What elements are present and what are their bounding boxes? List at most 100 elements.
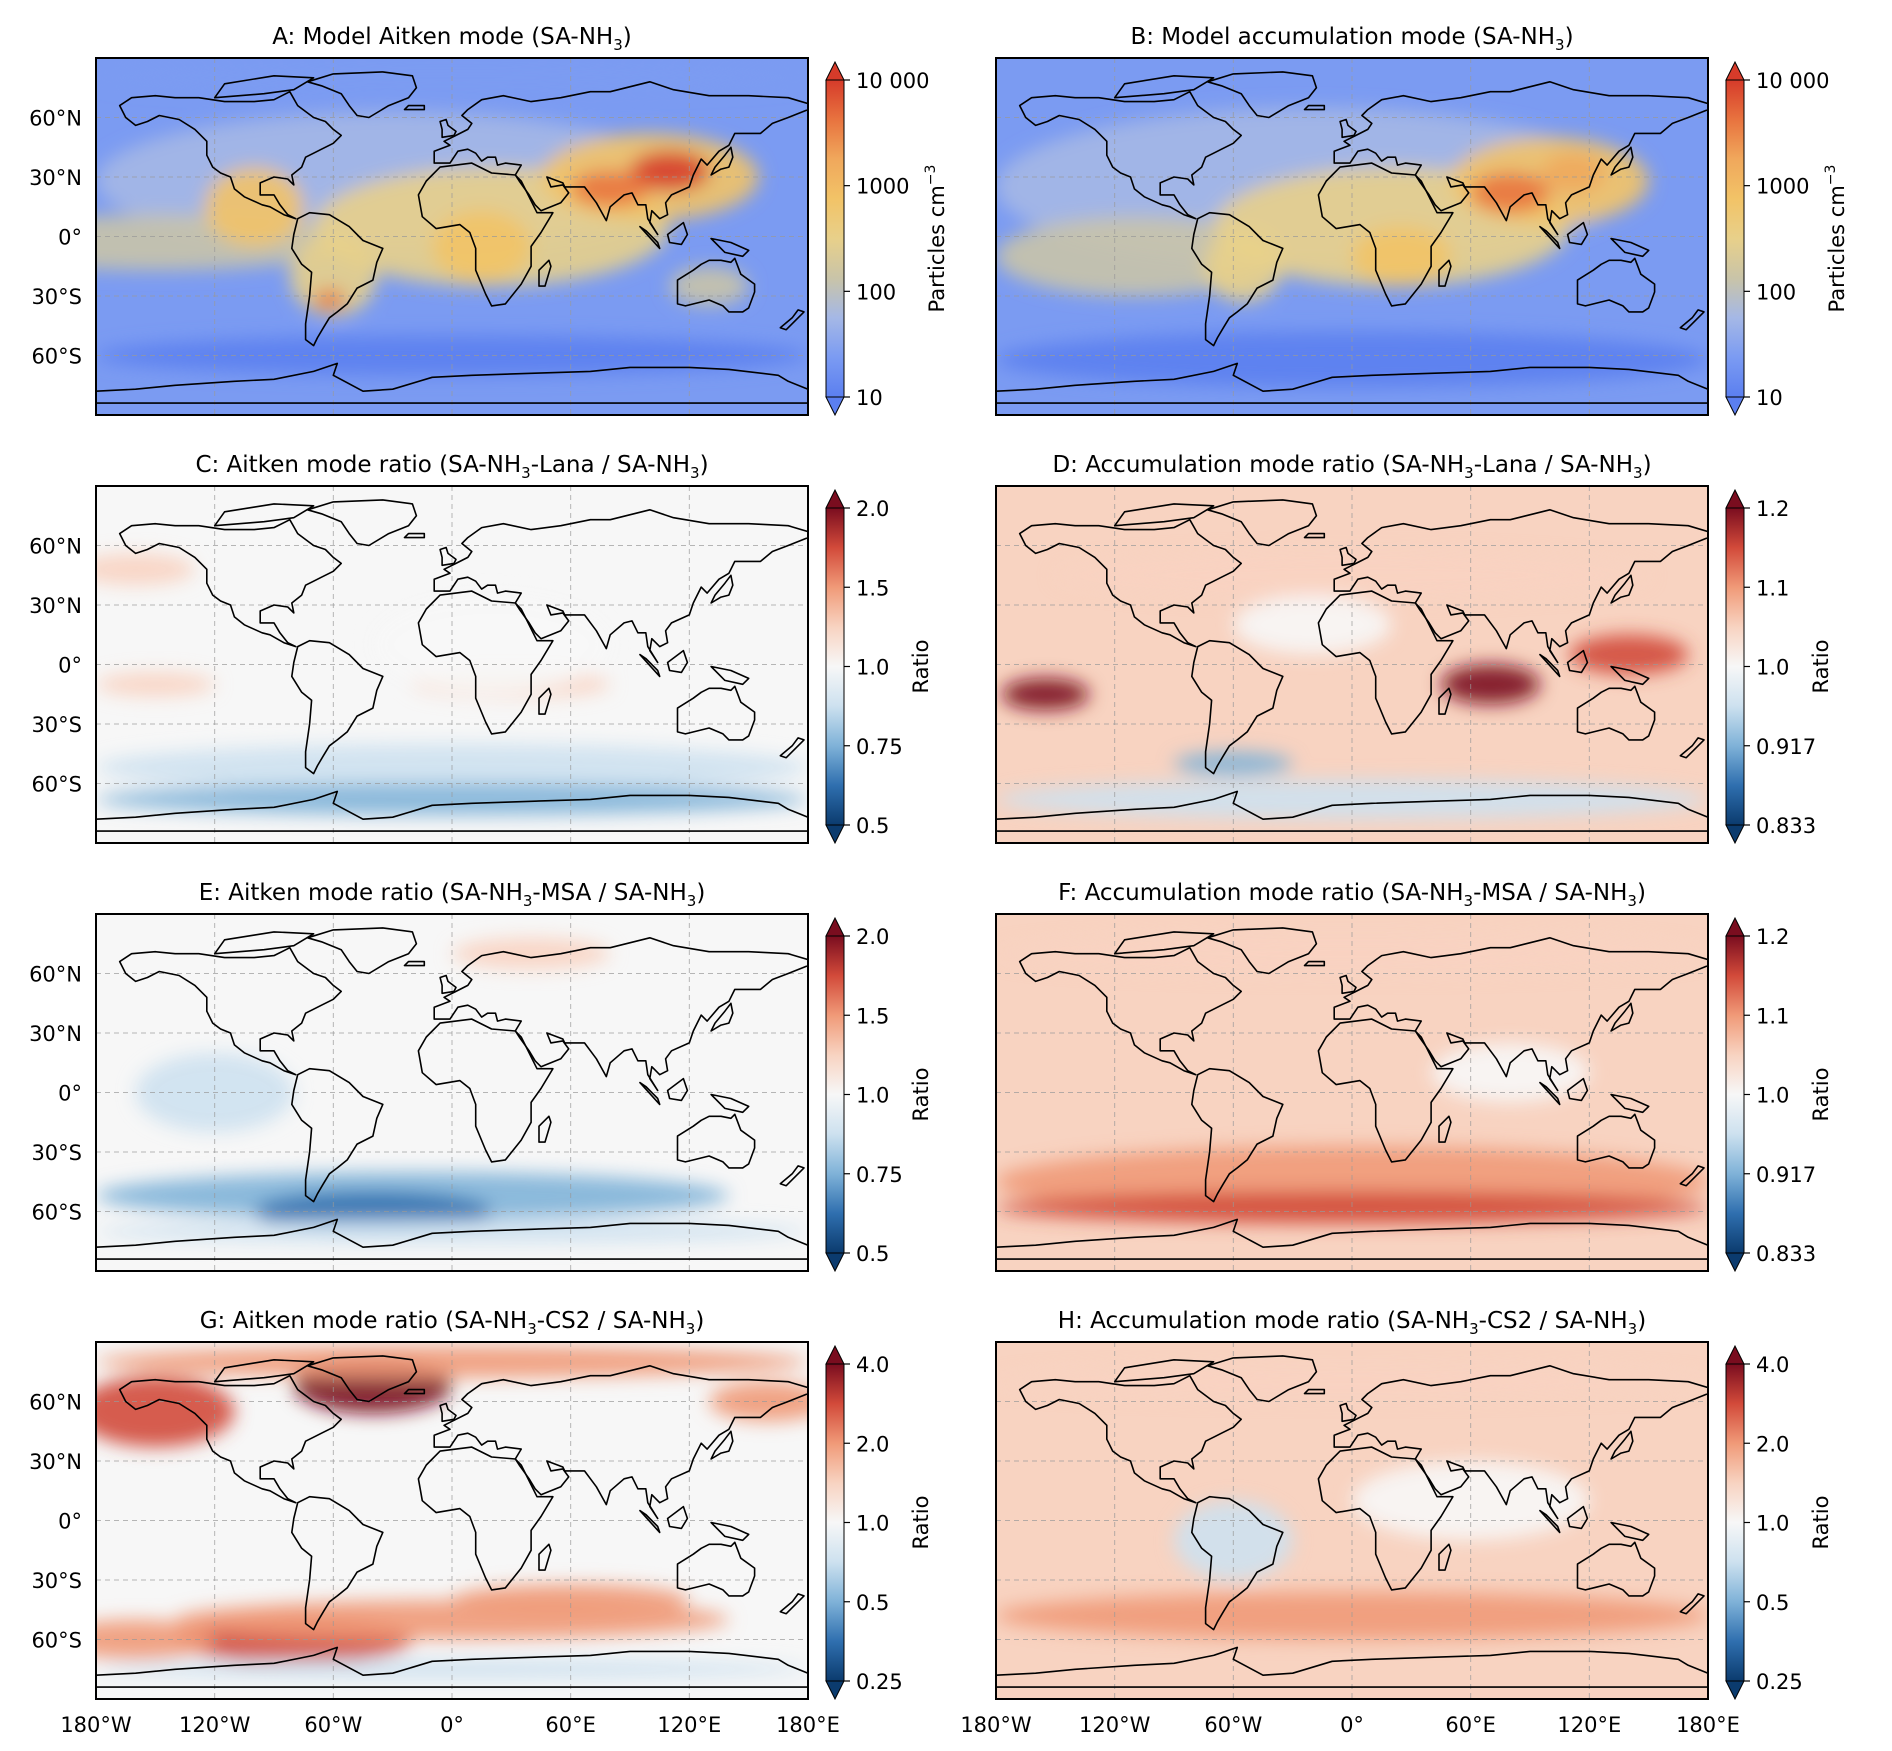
colorbar-tick-label: 1.0 — [1756, 656, 1789, 680]
coastline — [710, 146, 734, 176]
panel-title: F: Accumulation mode ratio (SA-NH3-MSA /… — [1058, 880, 1646, 910]
coastline — [1576, 257, 1656, 313]
coastline — [710, 1430, 734, 1460]
colorbar: 0.5 0.75 1.0 1.5 2.0 Ratio — [825, 916, 933, 1273]
colorbar-extend-min — [825, 824, 845, 845]
y-tick-label: 60°N — [29, 963, 82, 987]
map-frame — [995, 1341, 1709, 1700]
panel-title: H: Accumulation mode ratio (SA-NH3-CS2 /… — [1058, 1308, 1646, 1338]
coastline — [1679, 1165, 1705, 1187]
colorbar-tick-label: 1.0 — [856, 1084, 889, 1108]
field-region — [313, 290, 346, 310]
panel-title: A: Model Aitken mode (SA-NH3) — [272, 24, 632, 54]
coastline — [1018, 1374, 1242, 1504]
field-region — [372, 595, 611, 695]
panel-g: G: Aitken mode ratio (SA-NH3-CS2 / SA-NH… — [29, 1308, 933, 1737]
title-text: -MSA / SA-NH — [532, 880, 686, 906]
y-tick-label: 30°S — [31, 1569, 82, 1593]
coastline — [1191, 639, 1284, 775]
y-tick-label: 30°S — [31, 1141, 82, 1165]
colorbar-tick-label: 10 — [856, 386, 883, 410]
coastline — [1679, 1593, 1705, 1615]
map-frame — [995, 485, 1709, 844]
x-tick-label: 180°E — [1676, 1713, 1740, 1737]
title-subscript: 3 — [1633, 464, 1643, 482]
coastline — [291, 1495, 384, 1631]
coastline — [666, 1077, 689, 1102]
colorbar-label-text: Ratio — [909, 640, 933, 694]
coastline — [639, 225, 661, 250]
y-tick-label: 0° — [58, 1510, 82, 1534]
colorbar-extend-max — [1725, 60, 1745, 81]
colorbar-tick-label: 1.2 — [1756, 925, 1789, 949]
x-tick-label: 60°W — [304, 1713, 362, 1737]
y-tick-label: 30°S — [31, 713, 82, 737]
coastline — [1113, 1359, 1215, 1383]
title-subscript: 3 — [527, 1320, 537, 1338]
coastline — [538, 687, 552, 715]
y-tick-label: 60°S — [31, 1629, 82, 1653]
coastline — [1113, 503, 1215, 527]
title-subscript: 3 — [1627, 892, 1637, 910]
coastline — [213, 75, 315, 99]
colorbar-label: Ratio — [909, 1068, 933, 1122]
colorbar-extend-min — [1725, 1680, 1745, 1701]
coastline — [710, 237, 750, 258]
coastline — [433, 509, 808, 664]
coastline — [291, 1067, 384, 1203]
title-subscript: 3 — [1555, 36, 1565, 54]
colorbar-fill — [1725, 507, 1745, 826]
colorbar-extend-max — [1725, 916, 1745, 937]
x-tick-label: 60°W — [1204, 1713, 1262, 1737]
coastline — [291, 639, 384, 775]
coastline — [996, 1646, 1708, 1688]
coastline — [1576, 685, 1656, 741]
y-tick-label: 0° — [58, 654, 82, 678]
colorbar-tick-label: 0.917 — [1756, 1163, 1816, 1187]
x-tick-label: 120°E — [657, 1713, 721, 1737]
colorbar-tick-label: 2.0 — [856, 497, 889, 521]
y-tick-label: 60°S — [31, 773, 82, 797]
colorbar-extend-min — [825, 1252, 845, 1273]
colorbar-tick-label: 10 000 — [856, 69, 929, 93]
colorbar-label-text: Ratio — [1809, 1496, 1833, 1550]
colorbar-extend-min — [825, 396, 845, 417]
coastline — [1317, 162, 1454, 307]
field-region — [204, 167, 304, 247]
colorbar-tick-label: 4.0 — [1756, 1353, 1789, 1377]
map-field — [96, 58, 808, 415]
coastline — [1610, 1521, 1650, 1542]
y-tick-label: 60°S — [31, 1201, 82, 1225]
coastline — [1539, 653, 1561, 678]
colorbar-extend-max — [825, 1344, 845, 1365]
field-region — [996, 1191, 1708, 1224]
coastline — [417, 1446, 554, 1591]
title-text: ) — [696, 880, 705, 906]
coastline — [1539, 1081, 1561, 1106]
colorbar-extend-max — [825, 916, 845, 937]
coastline — [666, 1505, 689, 1530]
x-tick-label: 60°E — [1445, 1713, 1496, 1737]
title-text: -CS2 / SA-NH — [1479, 1308, 1628, 1334]
colorbar-extend-max — [825, 488, 845, 509]
colorbar-label-text: Particles cm — [1825, 185, 1849, 312]
coastline — [779, 1165, 805, 1187]
colorbar-label-superscript: −3 — [1823, 165, 1839, 186]
coastline — [1539, 1509, 1561, 1534]
title-text: ) — [695, 1308, 704, 1334]
coastline — [996, 362, 1708, 404]
coastline — [118, 946, 342, 1076]
colorbar-fill — [1725, 1363, 1745, 1682]
title-text: -CS2 / SA-NH — [537, 1308, 686, 1334]
colorbar-tick-label: 1000 — [1756, 175, 1809, 199]
coastline — [710, 1521, 750, 1542]
colorbar-label: Ratio — [1809, 1068, 1833, 1122]
map-field — [96, 914, 808, 1271]
coastline — [1610, 665, 1650, 686]
coastline — [1206, 499, 1318, 547]
colorbar-tick-label: 1000 — [856, 175, 909, 199]
field-region — [1174, 751, 1293, 776]
coastline — [538, 1543, 552, 1571]
colorbar-extend-min — [1725, 396, 1745, 417]
